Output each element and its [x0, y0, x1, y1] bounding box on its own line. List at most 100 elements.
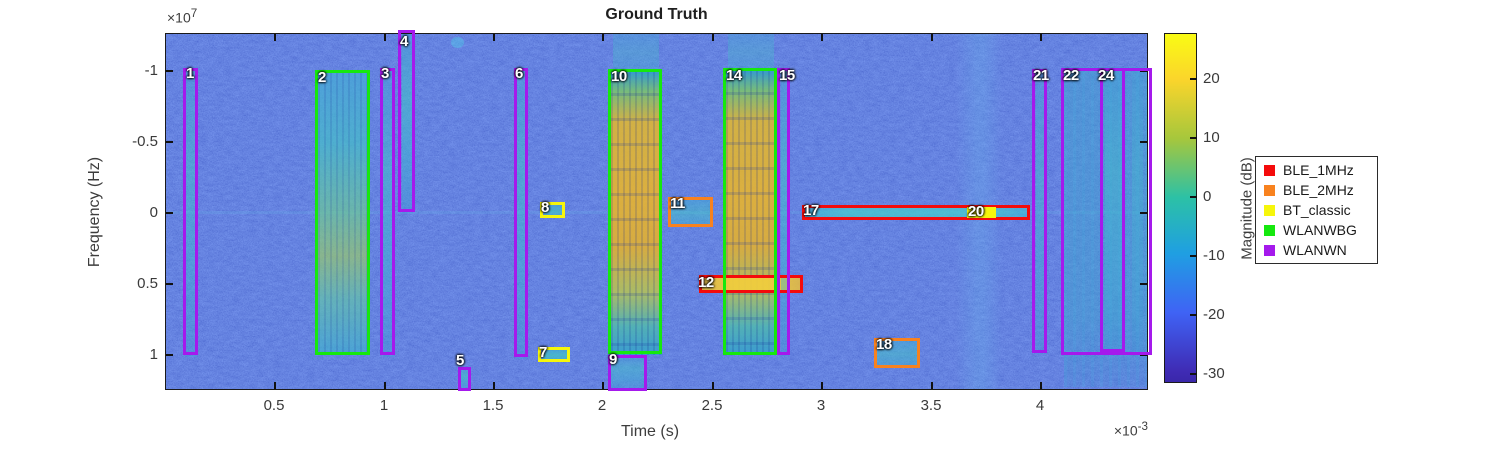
y-mult-base: ×10: [167, 9, 191, 26]
colorbar-tick-mark: [1190, 196, 1197, 198]
y-tick-label: -0.5: [132, 133, 158, 150]
legend-label: BT_classic: [1283, 202, 1351, 218]
x-mult-exp: -3: [1137, 420, 1148, 433]
annotation-label-7: 7: [539, 344, 547, 361]
x-mult-base: ×10: [1113, 422, 1138, 439]
annotation-label-17: 17: [803, 202, 819, 219]
signal-patch-wide: [1064, 67, 1147, 387]
legend-swatch-BLE_1MHz: [1264, 164, 1275, 176]
signal-patch-strip: [517, 67, 527, 359]
colorbar-tick-label: -20: [1203, 306, 1225, 323]
signal-patch-strip: [1036, 70, 1046, 354]
legend-label: WLANWBG: [1283, 222, 1357, 238]
signal-patch-strip: [611, 356, 646, 389]
legend-label: BLE_1MHz: [1283, 162, 1354, 178]
annotation-box-8-BT_classic: [540, 202, 565, 218]
annotation-box-18-BLE_2MHz: [874, 338, 920, 368]
x-tick-mark: [602, 34, 604, 41]
signal-patch-blob: [451, 37, 464, 48]
annotation-label-10: 10: [611, 68, 627, 85]
annotation-label-6: 6: [515, 65, 523, 82]
colorbar-tick-mark: [1190, 255, 1197, 257]
x-tick-label: 3: [816, 397, 826, 414]
y-tick-mark: [1140, 70, 1147, 72]
legend-item-BT_classic: BT_classic: [1264, 201, 1377, 220]
y-tick-mark: [1140, 141, 1147, 143]
x-axis-multiplier: ×10-3: [1048, 420, 1148, 439]
legend: BLE_1MHz BLE_2MHz BT_classic WLANWBG WLANWN: [1255, 156, 1378, 264]
annotation-box-20-BT_classic: [967, 207, 996, 218]
x-tick-label: 2.5: [701, 397, 723, 414]
signal-patch-teal: [671, 200, 712, 226]
x-tick-label: 1.5: [482, 397, 504, 414]
annotation-box-5-WLANWN: [458, 367, 471, 391]
signal-patch-strip: [186, 67, 197, 357]
colorbar-tick-mark: [1190, 373, 1197, 375]
legend-label: BLE_2MHz: [1283, 182, 1354, 198]
signal-patch-strip: [1105, 71, 1124, 354]
legend-swatch-BT_classic: [1264, 204, 1275, 216]
x-tick-mark: [493, 34, 495, 41]
y-axis-label: Frequency (Hz): [86, 156, 103, 268]
signal-patch-strip: [1132, 71, 1143, 354]
x-tick-mark: [821, 34, 823, 41]
signal-patch-strip: [461, 368, 470, 389]
y-tick-mark: [166, 70, 173, 72]
annotation-box-9-WLANWN: [608, 355, 647, 391]
annotation-box-15-WLANWN: [777, 68, 790, 355]
signal-patch-strong: [726, 70, 777, 355]
legend-swatch-WLANWBG: [1264, 224, 1275, 236]
signal-patch-strong: [611, 71, 662, 355]
annotation-box-10-WLANWBG: [608, 69, 662, 354]
x-tick-label: 4: [1035, 397, 1045, 414]
annotation-box-6-WLANWN: [514, 68, 528, 357]
y-tick-mark: [166, 283, 173, 285]
annotation-box-12-BLE_1MHz: [699, 275, 803, 293]
signal-patch-strip: [781, 69, 790, 356]
signal-patch-strip: [383, 67, 394, 357]
signal-patch-strip: [402, 34, 413, 213]
annotation-box-21-WLANWN: [1032, 69, 1047, 353]
signal-patch-teal: [877, 341, 919, 367]
y-tick-mark: [1140, 283, 1147, 285]
colorbar-label: Magnitude (dB): [1238, 157, 1256, 260]
legend-swatch-WLANWN: [1264, 244, 1275, 256]
annotation-box-2-WLANWBG: [315, 70, 370, 355]
x-tick-mark: [712, 382, 714, 389]
legend-item-WLANWN: WLANWN: [1264, 241, 1377, 260]
x-tick-mark: [821, 382, 823, 389]
y-tick-label: 0: [149, 204, 158, 221]
figure-title: Ground Truth: [605, 6, 708, 23]
y-tick-label: -1: [144, 62, 158, 79]
legend-swatch-BLE_2MHz: [1264, 184, 1275, 196]
annotation-label-20: 20: [968, 203, 984, 220]
annotation-label-4: 4: [400, 33, 408, 50]
x-tick-mark: [931, 382, 933, 389]
annotation-box-24-WLANWN: [1100, 68, 1125, 352]
colorbar-tick-label: -10: [1203, 247, 1225, 264]
x-tick-mark: [602, 382, 604, 389]
x-tick-mark: [274, 382, 276, 389]
x-tick-mark: [1040, 34, 1042, 41]
y-tick-mark: [1140, 354, 1147, 356]
colorbar-tick-label: -30: [1203, 365, 1225, 382]
colorbar-tick-mark: [1190, 78, 1197, 80]
signal-patch-strong2: [318, 72, 370, 355]
signal-patch-teal: [544, 205, 564, 217]
y-tick-label: 1: [149, 346, 158, 363]
signal-patch-teal: [542, 350, 569, 361]
annotation-label-11: 11: [670, 195, 685, 212]
annotation-box-4-WLANWN: [398, 30, 415, 212]
annotation-label-24: 24: [1098, 67, 1114, 84]
annotation-label-2: 2: [318, 69, 326, 86]
y-tick-mark: [1140, 212, 1147, 214]
annotation-label-18: 18: [876, 336, 892, 353]
y-tick-mark: [166, 354, 173, 356]
colorbar-tick-label: 0: [1203, 188, 1212, 205]
annotation-box-11-BLE_2MHz: [668, 197, 713, 227]
y-tick-label: 0.5: [137, 275, 158, 292]
signal-patch-teal: [728, 34, 774, 71]
x-tick-mark: [493, 382, 495, 389]
x-tick-mark: [384, 382, 386, 389]
